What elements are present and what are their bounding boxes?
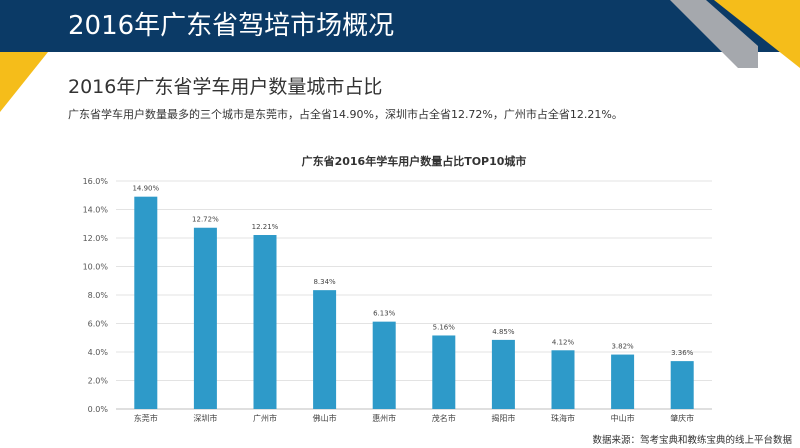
bar-value-label: 4.85% [492, 328, 515, 336]
section-subtitle: 2016年广东省学车用户数量城市占比 [68, 76, 383, 98]
bar [611, 354, 635, 409]
bar-value-label: 12.21% [252, 223, 279, 231]
bar [134, 196, 158, 409]
y-tick-label: 8.0% [88, 291, 109, 300]
corner-accent-right [670, 0, 800, 68]
y-tick-label: 6.0% [88, 320, 109, 329]
yellow-corner-accent [714, 0, 800, 68]
bar-value-label: 3.36% [671, 349, 694, 357]
y-tick-label: 2.0% [88, 377, 109, 386]
gray-stripe-accent [670, 0, 758, 68]
x-tick-label: 广州市 [253, 413, 277, 423]
section-description: 广东省学车用户数量最多的三个城市是东莞市，占全省14.90%，深圳市占全省12.… [68, 108, 623, 121]
x-tick-label: 揭阳市 [491, 413, 515, 423]
x-tick-label: 珠海市 [551, 413, 575, 423]
y-tick-label: 14.0% [83, 206, 109, 215]
bar-value-label: 6.13% [373, 310, 396, 318]
bar-value-label: 3.82% [611, 343, 634, 351]
bar [670, 361, 694, 409]
y-tick-label: 10.0% [83, 263, 109, 272]
bar [551, 350, 575, 409]
x-tick-label: 东莞市 [134, 413, 158, 423]
x-tick-label: 惠州市 [372, 413, 396, 423]
bar-value-label: 12.72% [192, 216, 219, 224]
bar [313, 290, 337, 409]
x-tick-label: 中山市 [611, 413, 635, 423]
bar-value-label: 5.16% [433, 323, 456, 331]
corner-accent-left [0, 52, 48, 112]
bar-value-label: 4.12% [552, 338, 575, 346]
bar [372, 321, 396, 409]
y-tick-label: 16.0% [83, 177, 109, 186]
x-tick-label: 佛山市 [313, 413, 337, 423]
bar-chart: 广东省2016年学车用户数量占比TOP10城市 0.0% 2.0% 4.0% 6.0% 8… [83, 154, 712, 423]
bar [193, 227, 217, 409]
y-tick-label: 0.0% [88, 405, 109, 414]
data-source-note: 数据来源：驾考宝典和教练宝典的线上平台数据 [592, 435, 792, 446]
bar-value-label: 8.34% [313, 278, 336, 286]
y-tick-label: 12.0% [83, 234, 109, 243]
bar [253, 235, 277, 409]
bar-value-label: 14.90% [132, 185, 159, 193]
page-title: 2016年广东省驾培市场概况 [68, 11, 395, 41]
header-bar: 2016年广东省驾培市场概况 [0, 0, 800, 52]
x-tick-label: 茂名市 [432, 413, 456, 423]
bar [491, 339, 515, 409]
x-tick-label: 肇庆市 [670, 413, 694, 423]
x-tick-label: 深圳市 [193, 413, 217, 423]
chart-title: 广东省2016年学车用户数量占比TOP10城市 [302, 154, 527, 168]
y-tick-label: 4.0% [88, 348, 109, 357]
bar [432, 335, 456, 409]
